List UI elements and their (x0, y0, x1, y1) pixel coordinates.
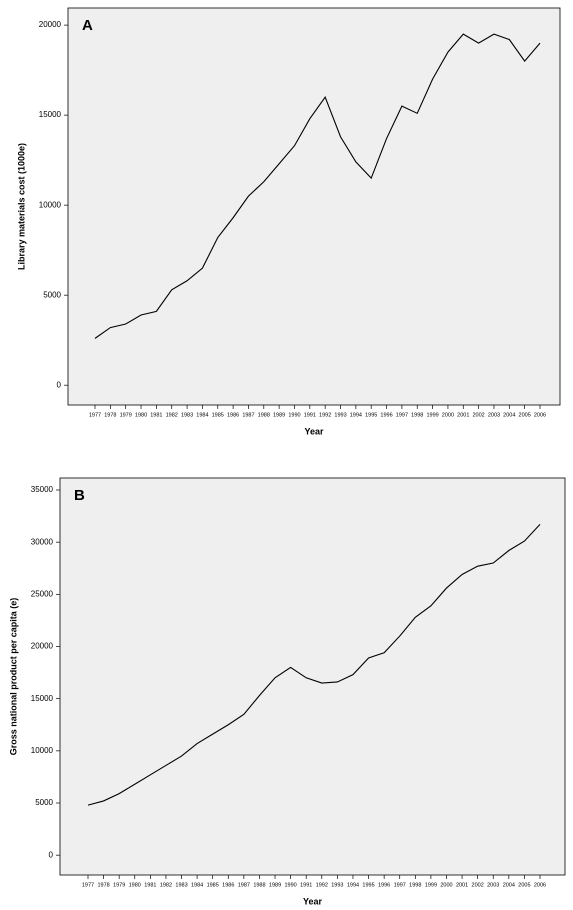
y-tick-label: 5000 (35, 798, 53, 807)
x-tick-label: 1989 (269, 882, 281, 888)
x-tick-label: 2005 (519, 412, 531, 418)
x-tick-label: 1997 (396, 412, 408, 418)
x-tick-label: 1981 (150, 412, 162, 418)
x-tick-label: 1991 (300, 882, 312, 888)
x-tick-label: 1990 (288, 412, 300, 418)
x-tick-label: 1980 (135, 412, 147, 418)
y-tick-label: 0 (49, 850, 54, 859)
data-line (94, 33, 541, 339)
x-tick-label: 2005 (518, 882, 530, 888)
x-tick-label: 1979 (113, 882, 125, 888)
x-tick-label: 1994 (350, 412, 362, 418)
x-tick-label: 1990 (284, 882, 296, 888)
y-tick-label: 20000 (31, 642, 54, 651)
x-tick-label: 1989 (273, 412, 285, 418)
x-tick-label: 1992 (316, 882, 328, 888)
x-tick-label: 1987 (238, 882, 250, 888)
x-tick-label: 1983 (181, 412, 193, 418)
x-tick-label: 1978 (97, 882, 109, 888)
x-tick-label: 2004 (503, 412, 515, 418)
y-tick-label: 10000 (31, 746, 54, 755)
y-tick-label: 25000 (31, 589, 54, 598)
x-tick-label: 1985 (207, 882, 219, 888)
y-axis-label: Gross national product per capita (e) (8, 598, 18, 756)
x-tick-label: 1995 (365, 412, 377, 418)
x-tick-label: 1994 (347, 882, 359, 888)
x-tick-label: 1984 (191, 882, 203, 888)
x-tick-label: 2004 (503, 882, 515, 888)
x-tick-label: 1979 (120, 412, 132, 418)
x-tick-label: 1993 (334, 412, 346, 418)
x-tick-label: 2002 (472, 882, 484, 888)
y-tick-label: 30000 (31, 537, 54, 546)
x-axis-label: Year (304, 426, 324, 436)
y-tick-label: 10000 (39, 200, 62, 209)
x-tick-label: 2000 (440, 882, 452, 888)
x-tick-label: 1999 (425, 882, 437, 888)
x-tick-label: 1998 (411, 412, 423, 418)
x-tick-label: 1982 (160, 882, 172, 888)
x-tick-label: 1998 (409, 882, 421, 888)
x-tick-label: 2003 (488, 412, 500, 418)
x-tick-label: 1977 (89, 412, 101, 418)
x-tick-label: 1997 (394, 882, 406, 888)
y-tick-label: 15000 (39, 110, 62, 119)
x-tick-label: 1986 (227, 412, 239, 418)
panel-label: B (74, 487, 85, 504)
x-tick-label: 1995 (362, 882, 374, 888)
y-tick-label: 35000 (31, 485, 54, 494)
x-tick-label: 1980 (129, 882, 141, 888)
y-tick-label: 20000 (39, 20, 62, 29)
panel-label: A (82, 17, 93, 34)
data-line (87, 524, 541, 806)
x-tick-label: 1996 (378, 882, 390, 888)
x-tick-label: 1999 (426, 412, 438, 418)
x-axis-label: Year (303, 896, 323, 906)
y-tick-label: 5000 (43, 290, 61, 299)
x-tick-label: 1991 (304, 412, 316, 418)
x-tick-label: 1983 (175, 882, 187, 888)
x-tick-label: 1982 (166, 412, 178, 418)
y-tick-label: 15000 (31, 694, 54, 703)
y-axis-label: Library materials cost (1000e) (16, 143, 26, 270)
y-tick-label: 0 (57, 380, 62, 389)
x-tick-label: 1993 (331, 882, 343, 888)
x-tick-label: 1996 (380, 412, 392, 418)
x-tick-label: 1977 (82, 882, 94, 888)
x-tick-label: 2002 (472, 412, 484, 418)
x-tick-label: 1984 (196, 412, 208, 418)
x-tick-label: 2001 (457, 412, 469, 418)
x-tick-label: 1981 (144, 882, 156, 888)
x-tick-label: 2000 (442, 412, 454, 418)
x-tick-label: 2006 (534, 412, 546, 418)
x-tick-label: 2003 (487, 882, 499, 888)
x-tick-label: 1988 (253, 882, 265, 888)
x-tick-label: 1988 (258, 412, 270, 418)
x-tick-label: 1992 (319, 412, 331, 418)
plot-area (59, 477, 566, 876)
x-tick-label: 1986 (222, 882, 234, 888)
x-tick-label: 1987 (242, 412, 254, 418)
plot-area (67, 7, 561, 406)
x-tick-label: 1978 (104, 412, 116, 418)
x-tick-label: 1985 (212, 412, 224, 418)
x-tick-label: 2001 (456, 882, 468, 888)
x-tick-label: 2006 (534, 882, 546, 888)
